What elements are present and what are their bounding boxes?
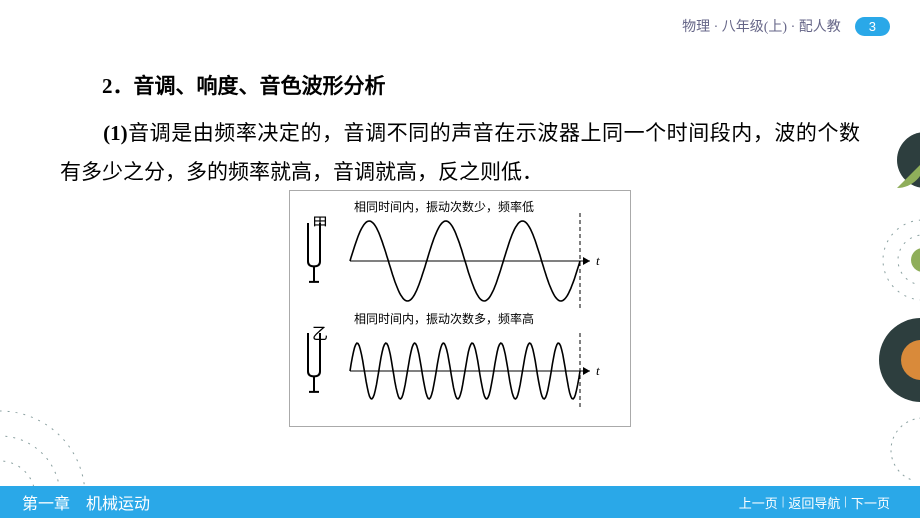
section-number: 2． [102, 74, 134, 98]
footer-bar: 第一章 机械运动 上一页 | 返回导航 | 下一页 [0, 486, 920, 518]
nav-next[interactable]: 下一页 [851, 493, 890, 512]
svg-text:t: t [596, 253, 600, 268]
footer-nav: 上一页 | 返回导航 | 下一页 [739, 493, 890, 512]
decoration-right [875, 120, 920, 480]
waveform-figure: 甲相同时间内，振动次数少，频率低t乙相同时间内，振动次数多，频率高t [289, 190, 631, 427]
page-number-badge: 3 [855, 17, 890, 36]
header-subject: 物理 · 八年级(上) · 配人教 [682, 16, 841, 36]
svg-text:相同时间内，振动次数多，频率高: 相同时间内，振动次数多，频率高 [354, 311, 534, 326]
nav-prev[interactable]: 上一页 [739, 493, 778, 512]
nav-sep: | [782, 493, 785, 512]
chapter-title: 第一章 机械运动 [22, 490, 150, 514]
section-title-text: 音调、响度、音色波形分析 [134, 74, 386, 98]
nav-home[interactable]: 返回导航 [788, 493, 840, 512]
paragraph: (1)音调是由频率决定的，音调不同的声音在示波器上同一个时间段内，波的个数有多少… [60, 114, 860, 192]
nav-sep: | [844, 493, 847, 512]
svg-text:t: t [596, 363, 600, 378]
section-title: 2．音调、响度、音色波形分析 [60, 70, 860, 100]
svg-text:相同时间内，振动次数少，频率低: 相同时间内，振动次数少，频率低 [354, 199, 534, 214]
paragraph-text: 音调是由频率决定的，音调不同的声音在示波器上同一个时间段内，波的个数有多少之分，… [60, 121, 860, 184]
paragraph-item: (1) [103, 121, 128, 145]
decoration-left [0, 366, 120, 486]
